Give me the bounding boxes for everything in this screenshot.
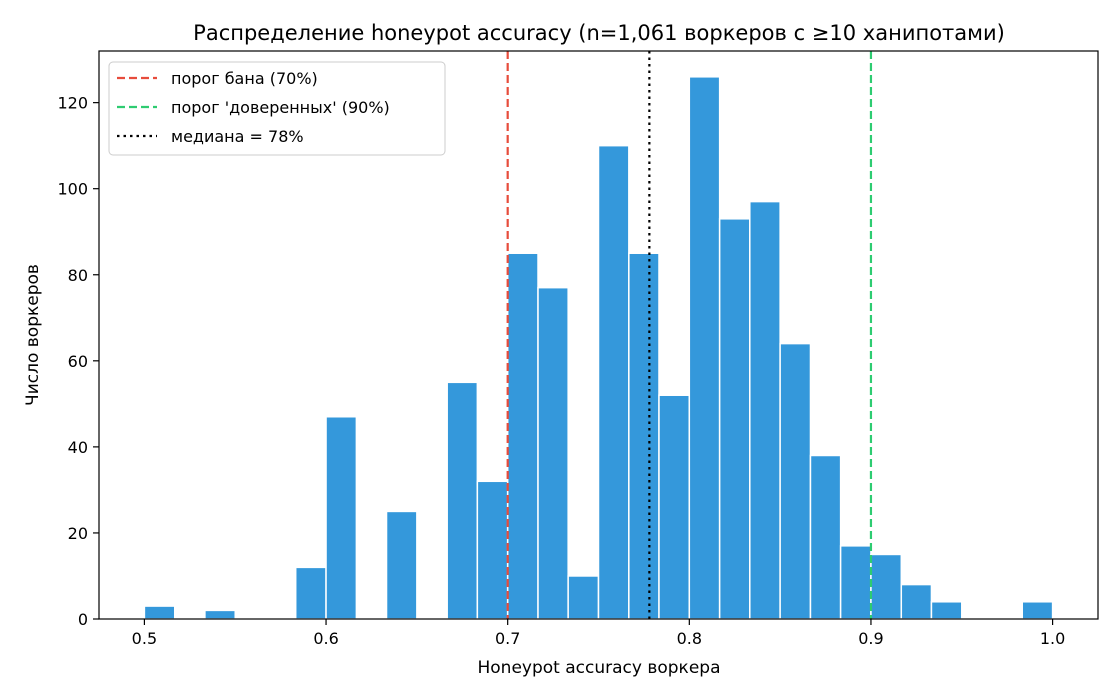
- bar-1: [204, 609, 236, 620]
- legend-box: [108, 61, 446, 156]
- x-tick-label: 0.8: [677, 629, 702, 648]
- bar-21: [930, 601, 963, 620]
- bar-16: [779, 342, 812, 620]
- y-axis-label: Число воркеров: [23, 264, 43, 406]
- legend-label-2: медиана = 78%: [171, 127, 304, 146]
- y-tick-label: 0: [78, 610, 88, 629]
- x-tick-label: 0.9: [858, 629, 883, 648]
- bar-12: [658, 394, 691, 620]
- bar-4: [385, 510, 418, 620]
- bar-5: [446, 381, 479, 620]
- y-tick-label: 80: [68, 266, 88, 285]
- bar-19: [870, 553, 903, 620]
- x-tick-label: 0.7: [495, 629, 520, 648]
- bar-9: [567, 575, 600, 620]
- y-tick-label: 40: [68, 438, 88, 457]
- bar-22: [1021, 601, 1054, 620]
- chart-title: Распределение honeypot accuracy (n=1,061…: [193, 21, 1005, 45]
- y-tick-label: 120: [57, 94, 88, 113]
- bar-11: [628, 252, 660, 620]
- legend-label-0: порог бана (70%): [171, 69, 318, 88]
- bar-20: [900, 583, 933, 620]
- bar-2: [294, 566, 327, 620]
- reference-lines-group: [506, 51, 873, 619]
- bar-8: [537, 286, 569, 620]
- x-axis-label: Honeypot accuracy воркера: [478, 658, 721, 678]
- bar-0: [143, 605, 176, 620]
- x-tick-label: 0.6: [313, 629, 338, 648]
- x-tick-label: 0.5: [132, 629, 157, 648]
- legend: порог бана (70%) порог 'доверенных' (90%)…: [108, 61, 446, 156]
- y-tick-label: 20: [68, 524, 88, 543]
- x-axis-ticks: 0.5 0.6 0.7 0.8 0.9 1.0: [132, 619, 1065, 648]
- bar-6: [476, 480, 509, 620]
- plot-frame: [98, 50, 1099, 620]
- y-axis-ticks: 0 20 40 60 80 100 120: [57, 94, 99, 629]
- bar-17: [809, 454, 842, 620]
- bar-3: [325, 416, 358, 620]
- y-tick-label: 100: [57, 180, 88, 199]
- legend-label-1: порог 'доверенных' (90%): [171, 98, 390, 117]
- bar-18: [839, 545, 872, 620]
- bar-7: [506, 252, 539, 620]
- bars-group: [143, 76, 1054, 620]
- bar-15: [749, 200, 781, 620]
- bar-10: [597, 144, 630, 620]
- y-tick-label: 60: [68, 352, 88, 371]
- bar-13: [688, 76, 721, 620]
- x-tick-label: 1.0: [1040, 629, 1065, 648]
- bar-14: [718, 218, 751, 620]
